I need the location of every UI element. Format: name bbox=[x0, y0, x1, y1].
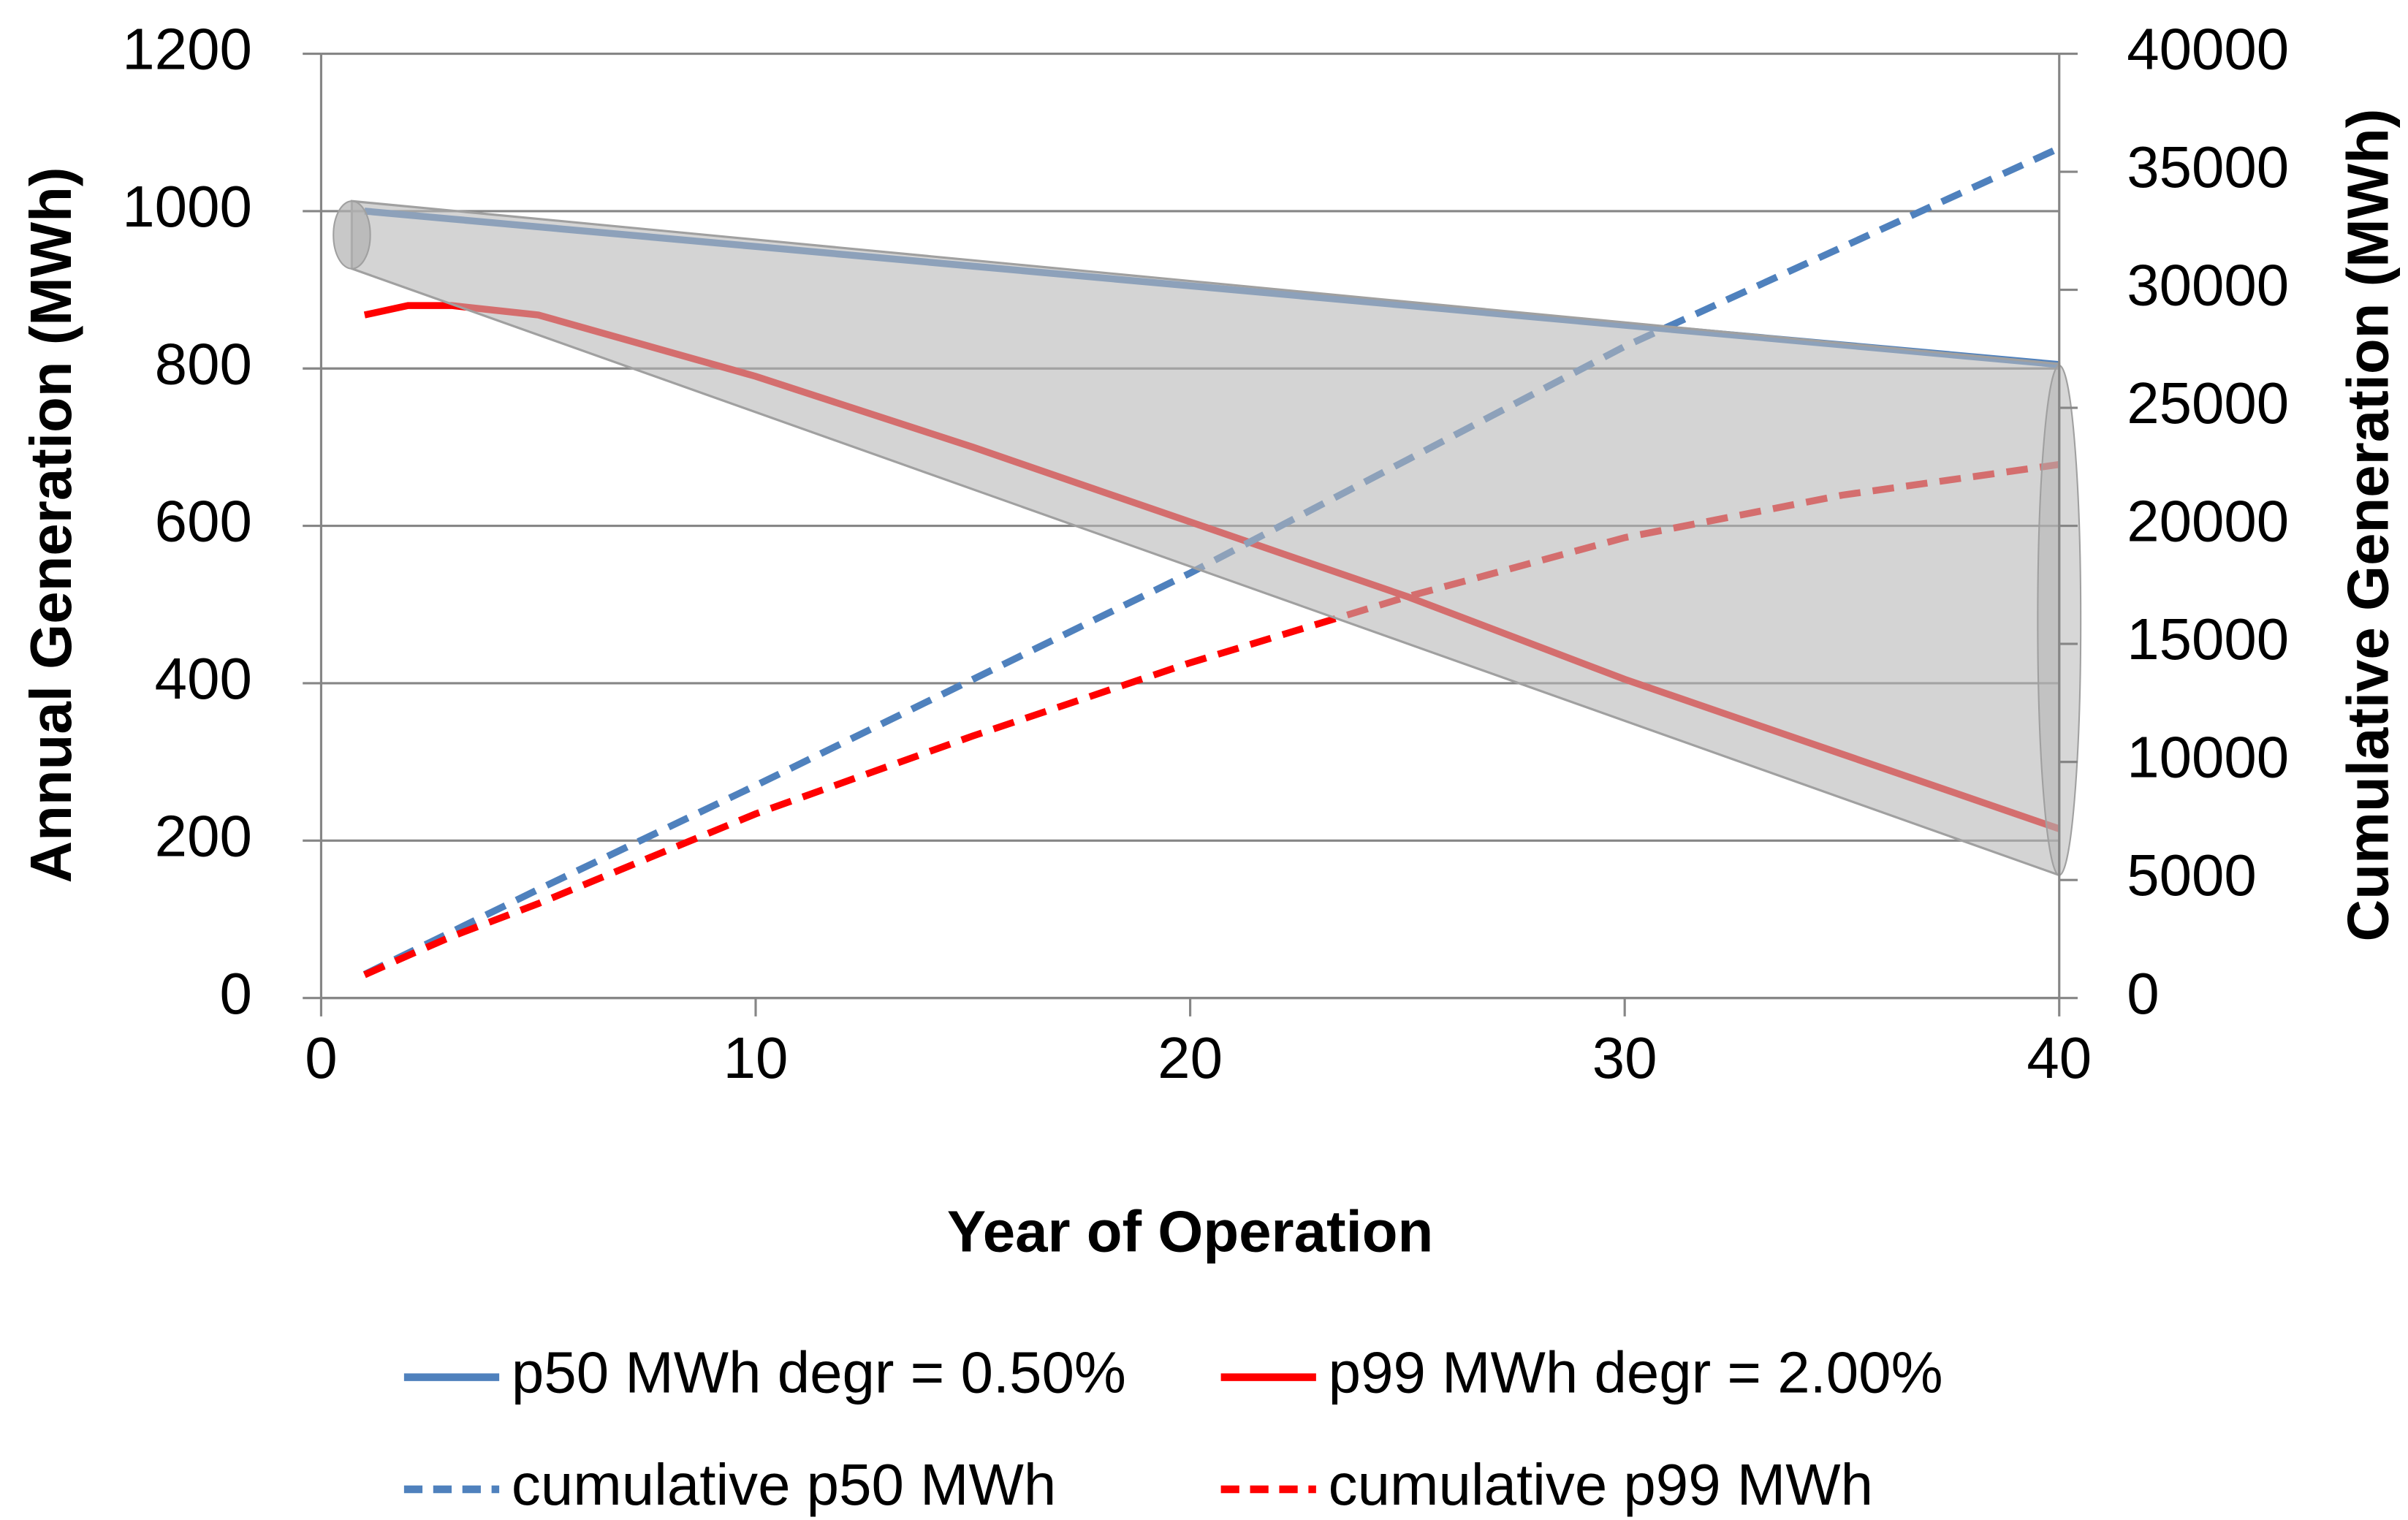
y2-tick-label: 0 bbox=[2127, 961, 2159, 1026]
x-tick-label: 20 bbox=[1158, 1025, 1223, 1090]
cone-body bbox=[350, 200, 2061, 877]
x-axis-title: Year of Operation bbox=[947, 1198, 1433, 1264]
y2-tick-label: 5000 bbox=[2127, 843, 2257, 908]
series-line bbox=[362, 145, 2061, 978]
y-tick-label: 400 bbox=[155, 646, 252, 711]
y2-tick-label: 20000 bbox=[2127, 489, 2289, 554]
x-tick-label: 30 bbox=[1592, 1025, 1657, 1090]
y2-tick-label: 40000 bbox=[2127, 17, 2289, 82]
legend: p50 MWh degr = 0.50% p99 MWh degr = 2.00%… bbox=[403, 1340, 1943, 1517]
x-tick-label: 10 bbox=[723, 1025, 789, 1090]
y2-tick-label: 25000 bbox=[2127, 370, 2289, 436]
y2-tick-label: 10000 bbox=[2127, 725, 2289, 790]
legend-label: p99 MWh degr = 2.00% bbox=[1329, 1340, 1943, 1405]
legend-label: cumulative p99 MWh bbox=[1329, 1452, 1873, 1517]
y-tick-label: 1000 bbox=[122, 174, 252, 239]
cone-left-end bbox=[333, 200, 371, 270]
y2-tick-label: 30000 bbox=[2127, 253, 2289, 318]
legend-label: p50 MWh degr = 0.50% bbox=[512, 1340, 1126, 1405]
y2-tick-label: 35000 bbox=[2127, 134, 2289, 200]
y2-axis-title: Cumulative Generation (MWh) bbox=[2335, 109, 2400, 942]
cone-overlay bbox=[333, 200, 2082, 877]
y-tick-label: 800 bbox=[155, 331, 252, 396]
legend-label: cumulative p50 MWh bbox=[512, 1452, 1056, 1517]
y2-tick-label: 15000 bbox=[2127, 607, 2289, 672]
y-tick-label: 1200 bbox=[122, 17, 252, 82]
y-axis-title: Annual Generation (MWh) bbox=[18, 167, 83, 884]
y-tick-label: 200 bbox=[155, 803, 252, 868]
series-line bbox=[362, 460, 2060, 978]
y-tick-label: 600 bbox=[155, 489, 252, 554]
x-tick-label: 0 bbox=[305, 1025, 337, 1090]
y-tick-label: 0 bbox=[219, 961, 251, 1026]
axes: 0200400600800100012000500010000150002000… bbox=[122, 17, 2289, 1090]
x-tick-label: 40 bbox=[2027, 1025, 2092, 1090]
